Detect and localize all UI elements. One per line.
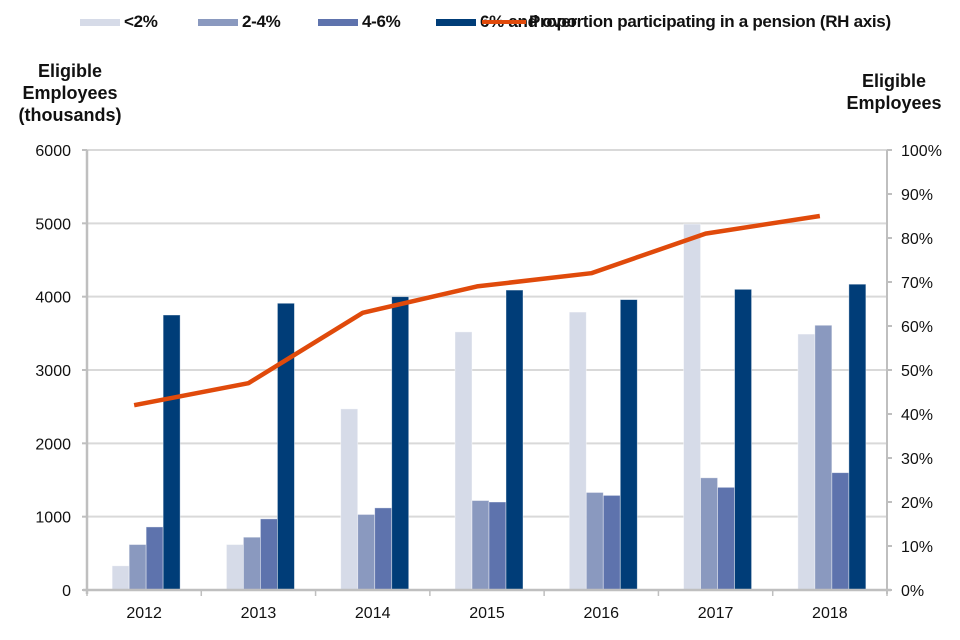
legend-swatch-lt2 <box>80 18 120 26</box>
right-axis-tick-label: 70% <box>901 275 933 292</box>
chart-legend: <2% 2-4% 4-6% 6% and over Proportion par… <box>0 8 960 36</box>
right-axis-tick-label: 60% <box>901 319 933 336</box>
left-axis-tick-label: 4000 <box>35 290 71 307</box>
legend-item-6-over: 6% and over <box>436 8 577 36</box>
bar-6-and-over-2015 <box>505 289 524 591</box>
left-axis-title-line: (thousands) <box>18 105 122 125</box>
left-axis-title: Eligible Employees (thousands) <box>6 60 134 126</box>
bar-6-and-over-2016 <box>619 299 638 591</box>
right-axis-tick-label: 90% <box>901 187 933 204</box>
bar-2-4--2016 <box>585 492 604 591</box>
bar-6-and-over-2017 <box>734 288 752 591</box>
right-axis-title: Eligible Employees <box>830 70 958 114</box>
legend-label-4-6: 4-6% <box>362 12 401 31</box>
bar--2--2012 <box>111 565 130 591</box>
bar-4-6--2014 <box>374 507 393 591</box>
legend-label-pension-line: Proportion participating in a pension (R… <box>529 12 891 31</box>
legend-swatch-pension-line <box>482 20 526 24</box>
bar-4-6--2017 <box>717 486 735 591</box>
bar-2-4--2014 <box>357 514 376 591</box>
right-axis-tick-label: 0% <box>901 583 924 600</box>
x-axis-tick-label: 2012 <box>126 605 162 622</box>
bar--2--2018 <box>797 333 816 591</box>
bar-2-4--2015 <box>471 500 490 591</box>
bar--2--2016 <box>568 311 587 591</box>
left-axis-title-line: Eligible <box>37 61 102 81</box>
left-axis-title-line: Employees <box>22 83 118 103</box>
left-axis-tick-label: 3000 <box>35 363 71 380</box>
legend-label-2-4: 2-4% <box>242 12 281 31</box>
bar-6-and-over-2012 <box>162 314 181 591</box>
bar-4-6--2013 <box>260 518 278 591</box>
bar-6-and-over-2018 <box>848 283 867 591</box>
legend-label-lt2: <2% <box>124 12 158 31</box>
x-axis-tick-label: 2017 <box>698 605 734 622</box>
bar-4-6--2018 <box>831 472 850 591</box>
right-axis-tick-label: 20% <box>901 495 933 512</box>
right-axis-title-line: Employees <box>846 93 942 113</box>
bar-6-and-over-2013 <box>277 302 295 591</box>
right-axis-tick-label: 50% <box>901 363 933 380</box>
bar-2-4--2017 <box>700 477 718 591</box>
x-axis-tick-label: 2018 <box>812 605 848 622</box>
legend-item-pension-line: Proportion participating in a pension (R… <box>482 8 891 36</box>
bar--2--2013 <box>226 544 244 591</box>
right-axis-tick-label: 80% <box>901 231 933 248</box>
bar-4-6--2015 <box>488 501 507 591</box>
left-axis-tick-label: 6000 <box>35 143 71 160</box>
x-axis-tick-label: 2014 <box>355 605 391 622</box>
legend-swatch-4-6 <box>318 18 358 26</box>
bar-4-6--2016 <box>602 494 621 591</box>
bar-6-and-over-2014 <box>391 296 410 591</box>
left-axis-tick-label: 5000 <box>35 216 71 233</box>
right-axis-tick-label: 30% <box>901 451 933 468</box>
right-axis-title-line: Eligible <box>861 71 926 91</box>
bar-2-4--2013 <box>243 536 261 591</box>
bar--2--2014 <box>340 408 359 591</box>
bar-4-6--2012 <box>145 526 164 591</box>
right-axis-tick-label: 40% <box>901 407 933 424</box>
bar-2-4--2018 <box>814 324 833 591</box>
left-axis-tick-label: 2000 <box>35 436 71 453</box>
line-series-pension-participation <box>133 213 821 408</box>
right-axis-tick-label: 10% <box>901 539 933 556</box>
x-axis-tick-label: 2016 <box>583 605 619 622</box>
legend-item-lt2: <2% <box>80 8 158 36</box>
legend-swatch-6-over <box>436 18 476 26</box>
x-axis-tick-label: 2013 <box>241 605 277 622</box>
legend-item-2-4: 2-4% <box>198 8 281 36</box>
bar-2-4--2012 <box>128 544 147 591</box>
bar--2--2017 <box>683 223 701 591</box>
left-axis-tick-label: 1000 <box>35 510 71 527</box>
left-axis-tick-label: 0 <box>62 583 71 600</box>
bar--2--2015 <box>454 331 473 591</box>
legend-item-4-6: 4-6% <box>318 8 401 36</box>
right-axis-tick-label: 100% <box>901 143 942 160</box>
x-axis-tick-label: 2015 <box>469 605 505 622</box>
legend-label-6-over: 6% and over <box>480 12 577 31</box>
legend-swatch-2-4 <box>198 18 238 26</box>
